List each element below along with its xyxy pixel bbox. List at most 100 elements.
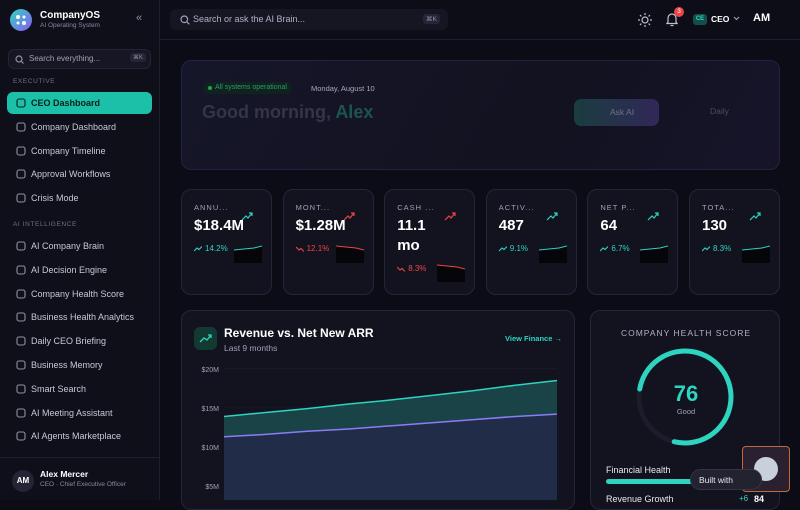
nav-icon-shape [16,384,26,394]
hero: All systems operational Monday, August 1… [181,60,780,170]
nav-item[interactable]: CEO Dashboard [7,92,152,114]
kpi-card: ANNU... $18.4M 14.2% [181,189,272,295]
kpi-change: 12.1% [295,244,361,253]
y-tick-label: $15M [201,406,219,413]
sparkline-area [640,246,669,263]
kpi-card: TOTA... 130 8.3% [689,189,780,295]
kpi-icon [444,212,456,221]
nav-icon [16,360,26,370]
nav-icon-shape [16,312,26,322]
kpi-change-text: 9.1% [509,244,529,253]
y-tick-label: $20M [201,367,219,374]
ask-ai-button[interactable]: Ask AI [574,99,659,126]
brand: CompanyOS [40,10,101,21]
status-pill: All systems operational [203,82,292,94]
sparkline-area [742,246,770,263]
health-rating: Good [676,407,696,416]
date: Monday, August 10 [311,84,375,93]
nav-icon [16,289,26,299]
sparkline-line [437,264,466,270]
role-switch[interactable]: CEO [711,14,730,24]
metric-bar [606,479,766,484]
search-icon [15,55,24,64]
nav-item[interactable]: AI Meeting Assistant [7,402,152,424]
nav-icon [16,193,26,203]
nav-item[interactable]: Business Health Analytics [7,306,152,328]
nav-label: Smart Search [31,383,87,394]
greeting-text: Good morning, [202,102,336,122]
gauge-arc [637,348,734,446]
nav-item[interactable]: Smart Search [7,378,152,400]
sparkline-area [538,246,567,263]
kpi-change-text: 6.7% [611,244,630,253]
kpi-label: TOTA... [702,203,735,212]
nav-label: AI Agents Marketplace [31,431,122,442]
top-search[interactable]: Search or ask the AI Brain... ⌘K [170,9,448,30]
nav-item[interactable]: Company Dashboard [7,116,152,138]
nav-icon [16,312,26,322]
revenue-chart: $20M $15M $10M $5M [201,367,558,500]
user-role: CEO · Chief Executive Officer [40,481,126,488]
nav-icon-shape [16,289,26,299]
nav-label: Business Health Analytics [31,312,135,323]
area-mask [224,414,557,500]
sparkline-line [640,245,669,251]
kpi-value: $1.28M [295,217,346,234]
theme-toggle[interactable] [638,13,652,27]
view-finance-link[interactable]: View Finance → [505,334,562,343]
kpi-label: ANNU... [194,203,229,212]
built-with-badge[interactable]: Built with [690,469,762,490]
nav-label: CEO Dashboard [31,98,101,108]
metric-name: Revenue Growth [606,494,674,504]
nav-item[interactable]: Company Health Score [7,283,152,305]
nav-item[interactable]: Company Timeline [7,140,152,162]
search-icon [180,15,190,25]
metric-change: +6 [739,494,749,503]
kpi-change-text: 8.3% [713,244,732,253]
search-key: ⌘K [423,14,440,24]
kpi-label: MONT... [295,203,331,212]
tagline: AI Operating System [40,22,100,29]
nav-icon-shape [16,265,26,275]
trend-arrow [600,245,609,251]
y-tick-label: $10M [201,445,219,452]
health-title: COMPANY HEALTH SCORE [620,328,752,338]
kpi-icon [749,212,761,221]
nav-icon [16,98,26,108]
trend-arrow-shape [295,246,304,252]
kpi-value: 64 [600,217,618,234]
nav-icon [16,241,26,251]
nav-item[interactable]: Crisis Mode [7,187,152,209]
nav-icon [16,169,26,179]
sparkline [640,245,669,263]
search-placeholder: Search or ask the AI Brain... [193,14,306,24]
top-avatar[interactable]: AM [753,12,771,24]
nav-label: Approval Workflows [31,169,111,180]
kpi-icon-shape [343,212,355,221]
collapse-button[interactable]: « [136,12,143,24]
nav-item[interactable]: Business Memory [7,354,152,376]
metric-name: Financial Health [606,465,671,475]
nav-label: AI Company Brain [31,241,105,251]
trend-arrow [295,246,304,252]
kpi-card: CASH ... 11.1 mo 8.3% [384,189,476,295]
nav-item[interactable]: Approval Workflows [7,163,152,185]
kpi-card: NET P... 64 6.7% [587,189,679,295]
daily-tab[interactable]: Daily [710,106,729,116]
nav-item[interactable]: Daily CEO Briefing [7,330,152,352]
sidebar-search[interactable]: Search everything... ⌘K [8,49,151,69]
kpi-change: 6.7% [600,244,665,253]
nav-icon-shape [16,408,26,418]
avatar: AM [12,470,34,492]
kpi-icon-shape [546,212,558,221]
trend-arrow-shape [397,266,406,272]
kpi-card: MONT... $1.28M 12.1% [282,189,374,295]
kpi-icon-shape [444,212,456,221]
nav-item[interactable]: AI Company Brain [7,235,152,257]
metric-value: 84 [754,494,765,504]
nav-label: Crisis Mode [31,193,79,204]
sparkline-area [335,246,364,263]
chart-subtitle: Last 9 months [224,343,278,353]
nav-item[interactable]: AI Agents Marketplace [7,425,152,447]
nav-item[interactable]: AI Decision Engine [7,259,152,281]
